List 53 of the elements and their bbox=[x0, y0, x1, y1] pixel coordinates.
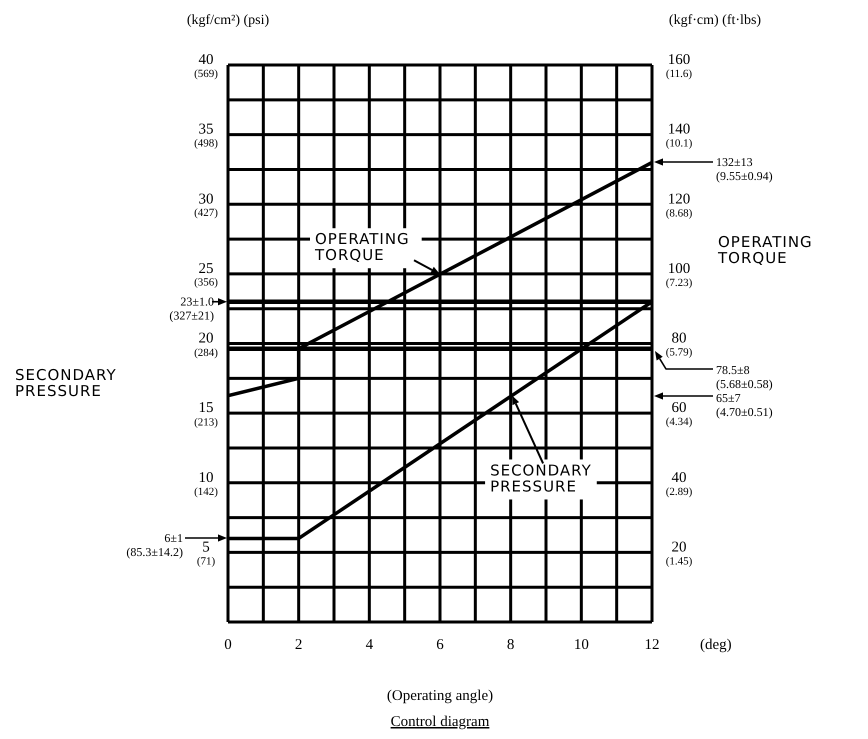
ref-line-label: 23±1.0 (327±21) bbox=[169, 294, 214, 323]
y2-tick-label: 40 bbox=[672, 470, 686, 486]
y-tick-label: 20 bbox=[198, 330, 214, 346]
x-tick-label: 4 bbox=[366, 637, 374, 653]
text: (8.68) bbox=[666, 207, 693, 220]
y-tick-label: 40 bbox=[198, 52, 214, 68]
text: SECONDARY PRESSURE bbox=[15, 366, 117, 400]
text: SECONDARY PRESSURE bbox=[490, 461, 592, 496]
text: OPERATING TORQUE bbox=[718, 233, 813, 267]
y-tick-label: 5 bbox=[202, 539, 210, 556]
text: 6±1 (85.3±14.2) bbox=[126, 531, 184, 559]
text: (10.1) bbox=[666, 138, 693, 150]
text: 65±7 (4.70±0.51) bbox=[716, 391, 773, 419]
y-tick-label: 30 bbox=[198, 191, 214, 208]
y-tick-label: 35 bbox=[198, 122, 214, 138]
y2-tick-label: 60 bbox=[672, 400, 686, 416]
y2-tick-label: 160 bbox=[668, 52, 690, 68]
series-label: OPERATING TORQUE bbox=[314, 230, 410, 264]
y3-tick-label: (356) bbox=[194, 276, 218, 289]
x-tick-label: 10 bbox=[574, 637, 589, 653]
y3-tick-label: (71) bbox=[196, 555, 216, 568]
text: 132±13 (9.55±0.94) bbox=[716, 155, 773, 183]
y3-tick-label: (284) bbox=[194, 346, 218, 359]
x-tick-label: 2 bbox=[294, 637, 302, 653]
y3-tick-label: (142) bbox=[194, 486, 218, 498]
text: (11.6) bbox=[666, 68, 692, 80]
text: (2.89) bbox=[666, 486, 693, 498]
x-tick-label: 8 bbox=[506, 637, 514, 653]
y-tick-label: 15 bbox=[198, 400, 214, 416]
y3-tick-label: (213) bbox=[194, 416, 218, 428]
y2-tick-label: 100 bbox=[668, 260, 690, 277]
text: 78.5±8 (5.68±0.58) bbox=[716, 363, 773, 391]
text: (deg) bbox=[700, 637, 732, 653]
y-tick-label: 10 bbox=[198, 470, 214, 486]
x-axis-title: (Operating angle) bbox=[386, 688, 494, 704]
y2-tick-label: 80 bbox=[672, 330, 686, 346]
x-tick-label: 12 bbox=[644, 637, 660, 653]
y3-tick-label: (498) bbox=[194, 138, 218, 150]
y3-tick-label: (427) bbox=[194, 207, 218, 220]
text: (4.34) bbox=[666, 416, 693, 428]
y-axis-title: (kgf/cm²) (psi) bbox=[186, 13, 270, 28]
y3-tick-label: (569) bbox=[194, 68, 218, 80]
text: (7.23) bbox=[666, 276, 693, 289]
y2-tick-label: 120 bbox=[668, 191, 690, 208]
y2-tick-label: 20 bbox=[672, 539, 686, 556]
text: Control diagram bbox=[390, 714, 490, 730]
x-tick-label: 0 bbox=[224, 637, 232, 653]
x-tick-label: 6 bbox=[436, 637, 444, 653]
y2-tick-label: 140 bbox=[668, 122, 690, 138]
y2-axis-title: (kgf·cm) (ft·lbs) bbox=[668, 13, 762, 28]
text: (5.79) bbox=[666, 346, 693, 358]
text: (1.45) bbox=[666, 555, 693, 568]
y-tick-label: 25 bbox=[198, 260, 214, 277]
